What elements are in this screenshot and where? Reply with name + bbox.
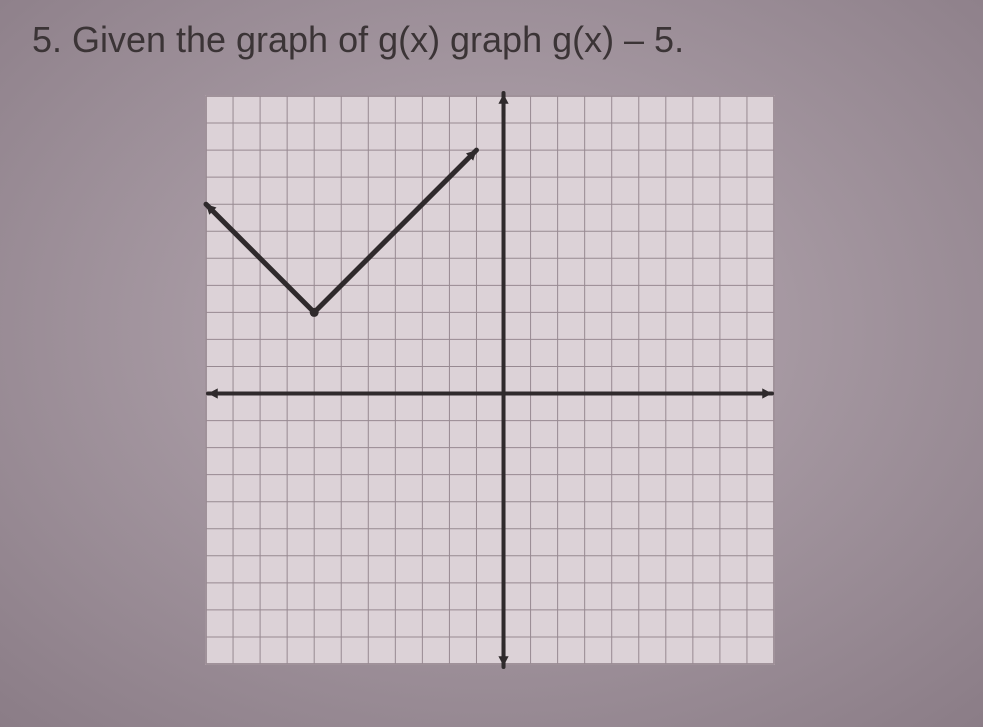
coordinate-grid-graph [200, 90, 780, 670]
worksheet-page: 5. Given the graph of g(x) graph g(x) – … [0, 0, 983, 727]
question-text: 5. Given the graph of g(x) graph g(x) – … [32, 18, 963, 61]
question-number: 5. [32, 19, 62, 60]
question-prompt: Given the graph of g(x) graph g(x) – 5. [72, 19, 684, 60]
graph-container [200, 90, 780, 675]
